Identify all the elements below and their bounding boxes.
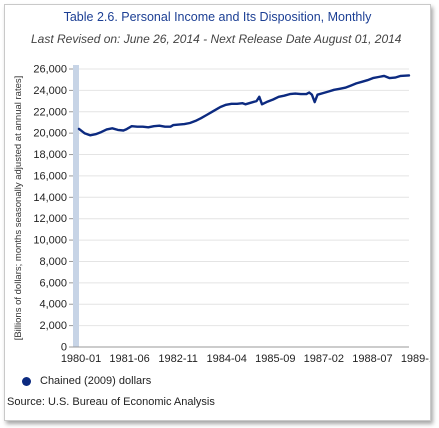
- y-tick-label: 8,000: [39, 256, 67, 268]
- line-chart: 0 2,000 4,000 6,000 8,000 10,000 12,000 14,000 1…: [33, 64, 431, 366]
- y-tick-label: 18,000: [33, 149, 67, 161]
- x-tick-label: 1987-02: [304, 353, 344, 365]
- legend: Chained (2009) dollars: [15, 375, 151, 387]
- legend-series-marker: [22, 376, 31, 386]
- x-tick-label: 1985-09: [255, 353, 295, 365]
- source-note: Source: U.S. Bureau of Economic Analysis: [7, 396, 215, 408]
- x-tick-label: 1989-12: [401, 353, 431, 365]
- y-tick-label: 26,000: [33, 64, 67, 76]
- x-tick-label: 1984-04: [207, 353, 247, 365]
- x-tick-label: 1980-01: [61, 353, 101, 365]
- y-axis-label: [Billions of dollars; months seasonally …: [13, 75, 24, 341]
- y-tick-label: 16,000: [33, 170, 67, 182]
- y-tick-label: 2,000: [39, 320, 67, 332]
- x-tick-label: 1981-06: [109, 353, 149, 365]
- legend-series-label: Chained (2009) dollars: [40, 375, 152, 387]
- x-tick-label: 1982-11: [158, 353, 198, 365]
- chart-title: Table 2.6. Personal Income and Its Dispo…: [63, 10, 372, 24]
- y-tick-label: 20,000: [33, 128, 67, 140]
- y-tick-label: 4,000: [39, 299, 67, 311]
- y-tick-label: 22,000: [33, 106, 67, 118]
- y-tick-label: 6,000: [39, 277, 67, 289]
- y-tick-label: 14,000: [33, 192, 67, 204]
- y-tick-label: 12,000: [33, 213, 67, 225]
- y-tick-label: 24,000: [33, 85, 67, 97]
- y-axis-band: [73, 65, 79, 347]
- y-tick-label: 10,000: [33, 235, 67, 247]
- series-line-chained-2009-dollars: [77, 74, 411, 137]
- x-tick-label: 1988-07: [352, 353, 392, 365]
- chart-subtitle: Last Revised on: June 26, 2014 - Next Re…: [31, 32, 402, 46]
- y-tick-label: 0: [61, 342, 67, 354]
- chart-panel: Table 2.6. Personal Income and Its Dispo…: [4, 4, 431, 421]
